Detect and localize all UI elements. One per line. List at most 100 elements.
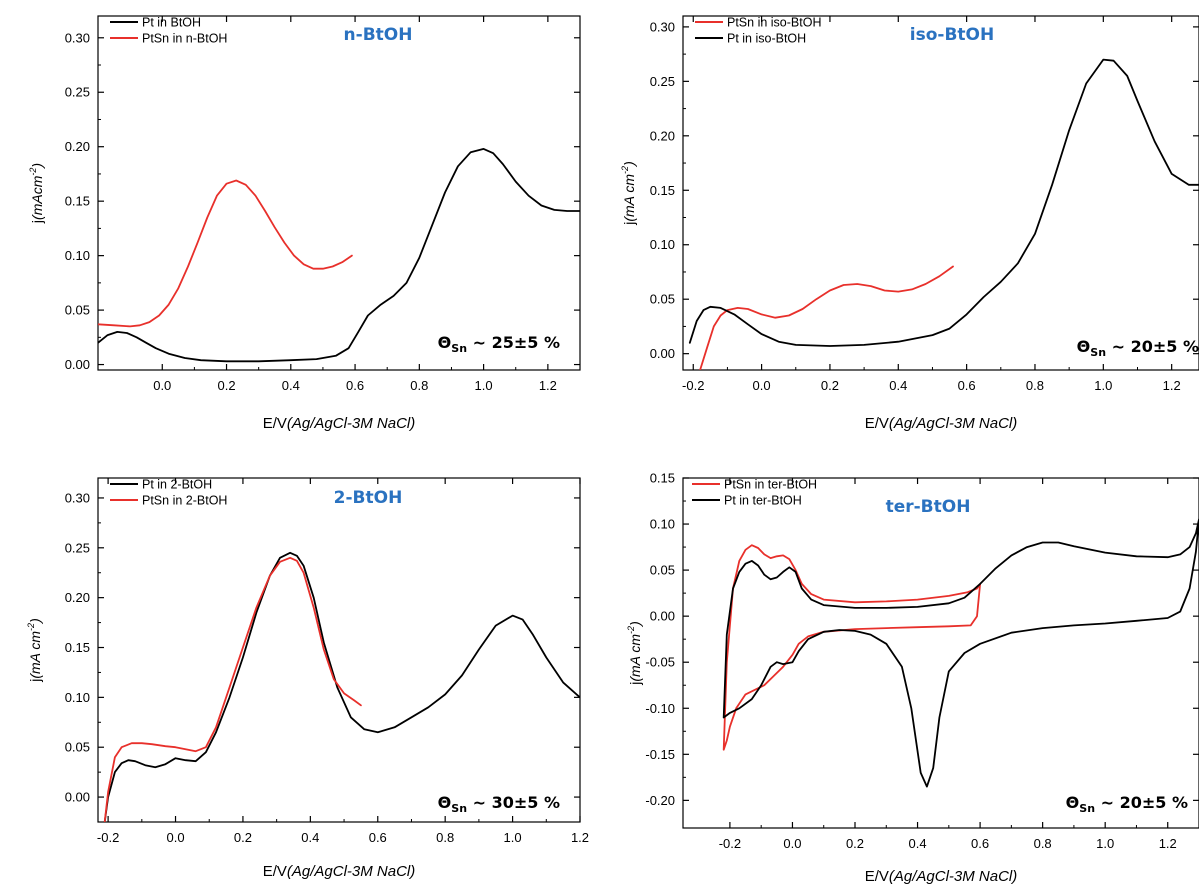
chart-title: n-BtOH [344,25,413,45]
chart-title: ter-BtOH [886,497,971,517]
x-tick-label: 1.2 [1159,836,1177,851]
y-tick-label: 0.30 [65,30,90,45]
legend: PtSn in iso-BtOH Pt in iso-BtOH [695,16,821,46]
y-tick-label: -0.10 [645,701,675,716]
plot-frame [97,15,581,371]
x-tick-label: 0.4 [282,378,300,393]
x-axis-label: E/V(Ag/AgCl-3M NaCl) [865,415,1018,432]
series-line-2 [103,556,362,822]
x-tick-label: 1.2 [539,378,557,393]
y-tick-label: 0.05 [650,563,675,578]
series-line-2 [98,179,353,328]
legend: Pt in BtOH PtSn in n-BtOH [110,16,227,46]
x-tick-label: 1.2 [1163,378,1181,393]
y-axis-label: j(mAcm-2) [28,163,45,224]
y-axis-label: j(mA cm-2) [26,618,43,683]
y-tick-label: 0.00 [650,609,675,624]
x-tick-label: 0.2 [234,830,252,845]
series-line-1 [103,551,580,822]
legend-label: Pt in ter-BtOH [724,494,802,508]
chart-panel-3: -0.2 0.0 0.2 0.4 0.6 0.8 1.0 1.2 0.00 0.05 0.10 0.1… [26,477,589,880]
y-tick-label: 0.10 [65,248,90,263]
chart-title: 2-BtOH [334,488,403,508]
x-tick-label: 0.6 [369,830,387,845]
chart-panel-1: 0.0 0.2 0.4 0.6 0.8 1.0 1.2 0.00 0.05 0.10 0.15 0.2… [28,15,581,432]
legend-label: PtSn in 2-BtOH [142,494,227,508]
coverage-annotation: ΘSn ~ 20±5 % [1077,337,1199,359]
x-tick-label: 0.4 [889,378,907,393]
x-tick-label: 1.2 [571,830,589,845]
x-tick-label: 0.8 [436,830,454,845]
x-tick-label: 0.2 [846,836,864,851]
legend-label: PtSn in ter-BtOH [724,478,817,492]
y-tick-label: 0.00 [65,357,90,372]
y-tick-label: 0.25 [650,74,675,89]
y-tick-label: 0.00 [65,790,90,805]
y-tick-label: 0.05 [650,292,675,307]
y-tick-label: -0.15 [645,747,675,762]
x-tick-label: 0.6 [971,836,989,851]
x-tick-label: 0.8 [1026,378,1044,393]
y-tick-label: 0.25 [65,85,90,100]
y-axis-label: j(mA cm-2) [620,161,637,226]
y-tick-label: 0.10 [65,690,90,705]
x-tick-label: 0.0 [753,378,771,393]
y-tick-label: 0.05 [65,303,90,318]
coverage-annotation: ΘSn ~ 25±5 % [438,333,560,355]
plot-frame [97,477,581,823]
x-tick-label: 0.6 [958,378,976,393]
y-tick-label: -0.05 [645,655,675,670]
y-tick-label: 0.30 [65,490,90,505]
legend-label: Pt in 2-BtOH [142,478,212,492]
chart-panel-4: -0.2 0.0 0.2 0.4 0.6 0.8 1.0 1.2 -0.20 -0.15 -0.10… [626,471,1199,885]
x-tick-label: 0.4 [301,830,319,845]
x-tick-label: 1.0 [1096,836,1114,851]
x-axis-label: E/V(Ag/AgCl-3M NaCl) [263,415,416,432]
y-tick-label: 0.20 [65,139,90,154]
legend-label: Pt in iso-BtOH [727,32,806,46]
x-tick-label: 0.2 [217,378,235,393]
y-tick-label: 0.20 [650,128,675,143]
legend: PtSn in ter-BtOH Pt in ter-BtOH [692,478,817,508]
plot-frame [682,15,1199,371]
x-tick-label: 0.8 [1034,836,1052,851]
series-line-1 [98,148,580,363]
x-tick-label: 0.0 [166,830,184,845]
series-line-1 [699,265,954,370]
x-tick-label: 0.4 [909,836,927,851]
y-tick-label: -0.20 [645,793,675,808]
y-tick-label: 0.25 [65,540,90,555]
coverage-annotation: ΘSn ~ 30±5 % [438,793,560,815]
y-tick-label: 0.20 [65,590,90,605]
y-tick-label: 0.15 [65,640,90,655]
x-tick-label: -0.2 [719,836,741,851]
y-tick-label: 0.10 [650,517,675,532]
plot-frame [682,477,1199,829]
x-axis-label: E/V(Ag/AgCl-3M NaCl) [865,868,1018,885]
y-tick-label: 0.15 [650,471,675,486]
coverage-annotation: ΘSn ~ 20±5 % [1066,793,1188,815]
series-line-1 [722,544,981,751]
series-line-2 [688,58,1199,347]
legend: Pt in 2-BtOH PtSn in 2-BtOH [110,478,227,508]
y-tick-label: 0.00 [650,346,675,361]
x-tick-label: -0.2 [682,378,704,393]
y-tick-label: 0.15 [65,194,90,209]
chart-panel-2: -0.2 0.0 0.2 0.4 0.6 0.8 1.0 1.2 0.00 0.05 0.10 0.1… [620,15,1199,432]
y-axis-label: j(mA cm-2) [626,621,643,686]
x-tick-label: 0.6 [346,378,364,393]
x-tick-label: -0.2 [97,830,119,845]
x-tick-label: 1.0 [504,830,522,845]
x-tick-label: 0.0 [783,836,801,851]
series-line-2 [722,518,1199,788]
legend-label: Pt in BtOH [142,16,201,30]
x-tick-label: 1.0 [475,378,493,393]
y-tick-label: 0.10 [650,237,675,252]
x-tick-label: 1.0 [1094,378,1112,393]
x-axis-label: E/V(Ag/AgCl-3M NaCl) [263,863,416,880]
x-tick-label: 0.8 [410,378,428,393]
y-tick-label: 0.05 [65,740,90,755]
y-tick-label: 0.30 [650,19,675,34]
